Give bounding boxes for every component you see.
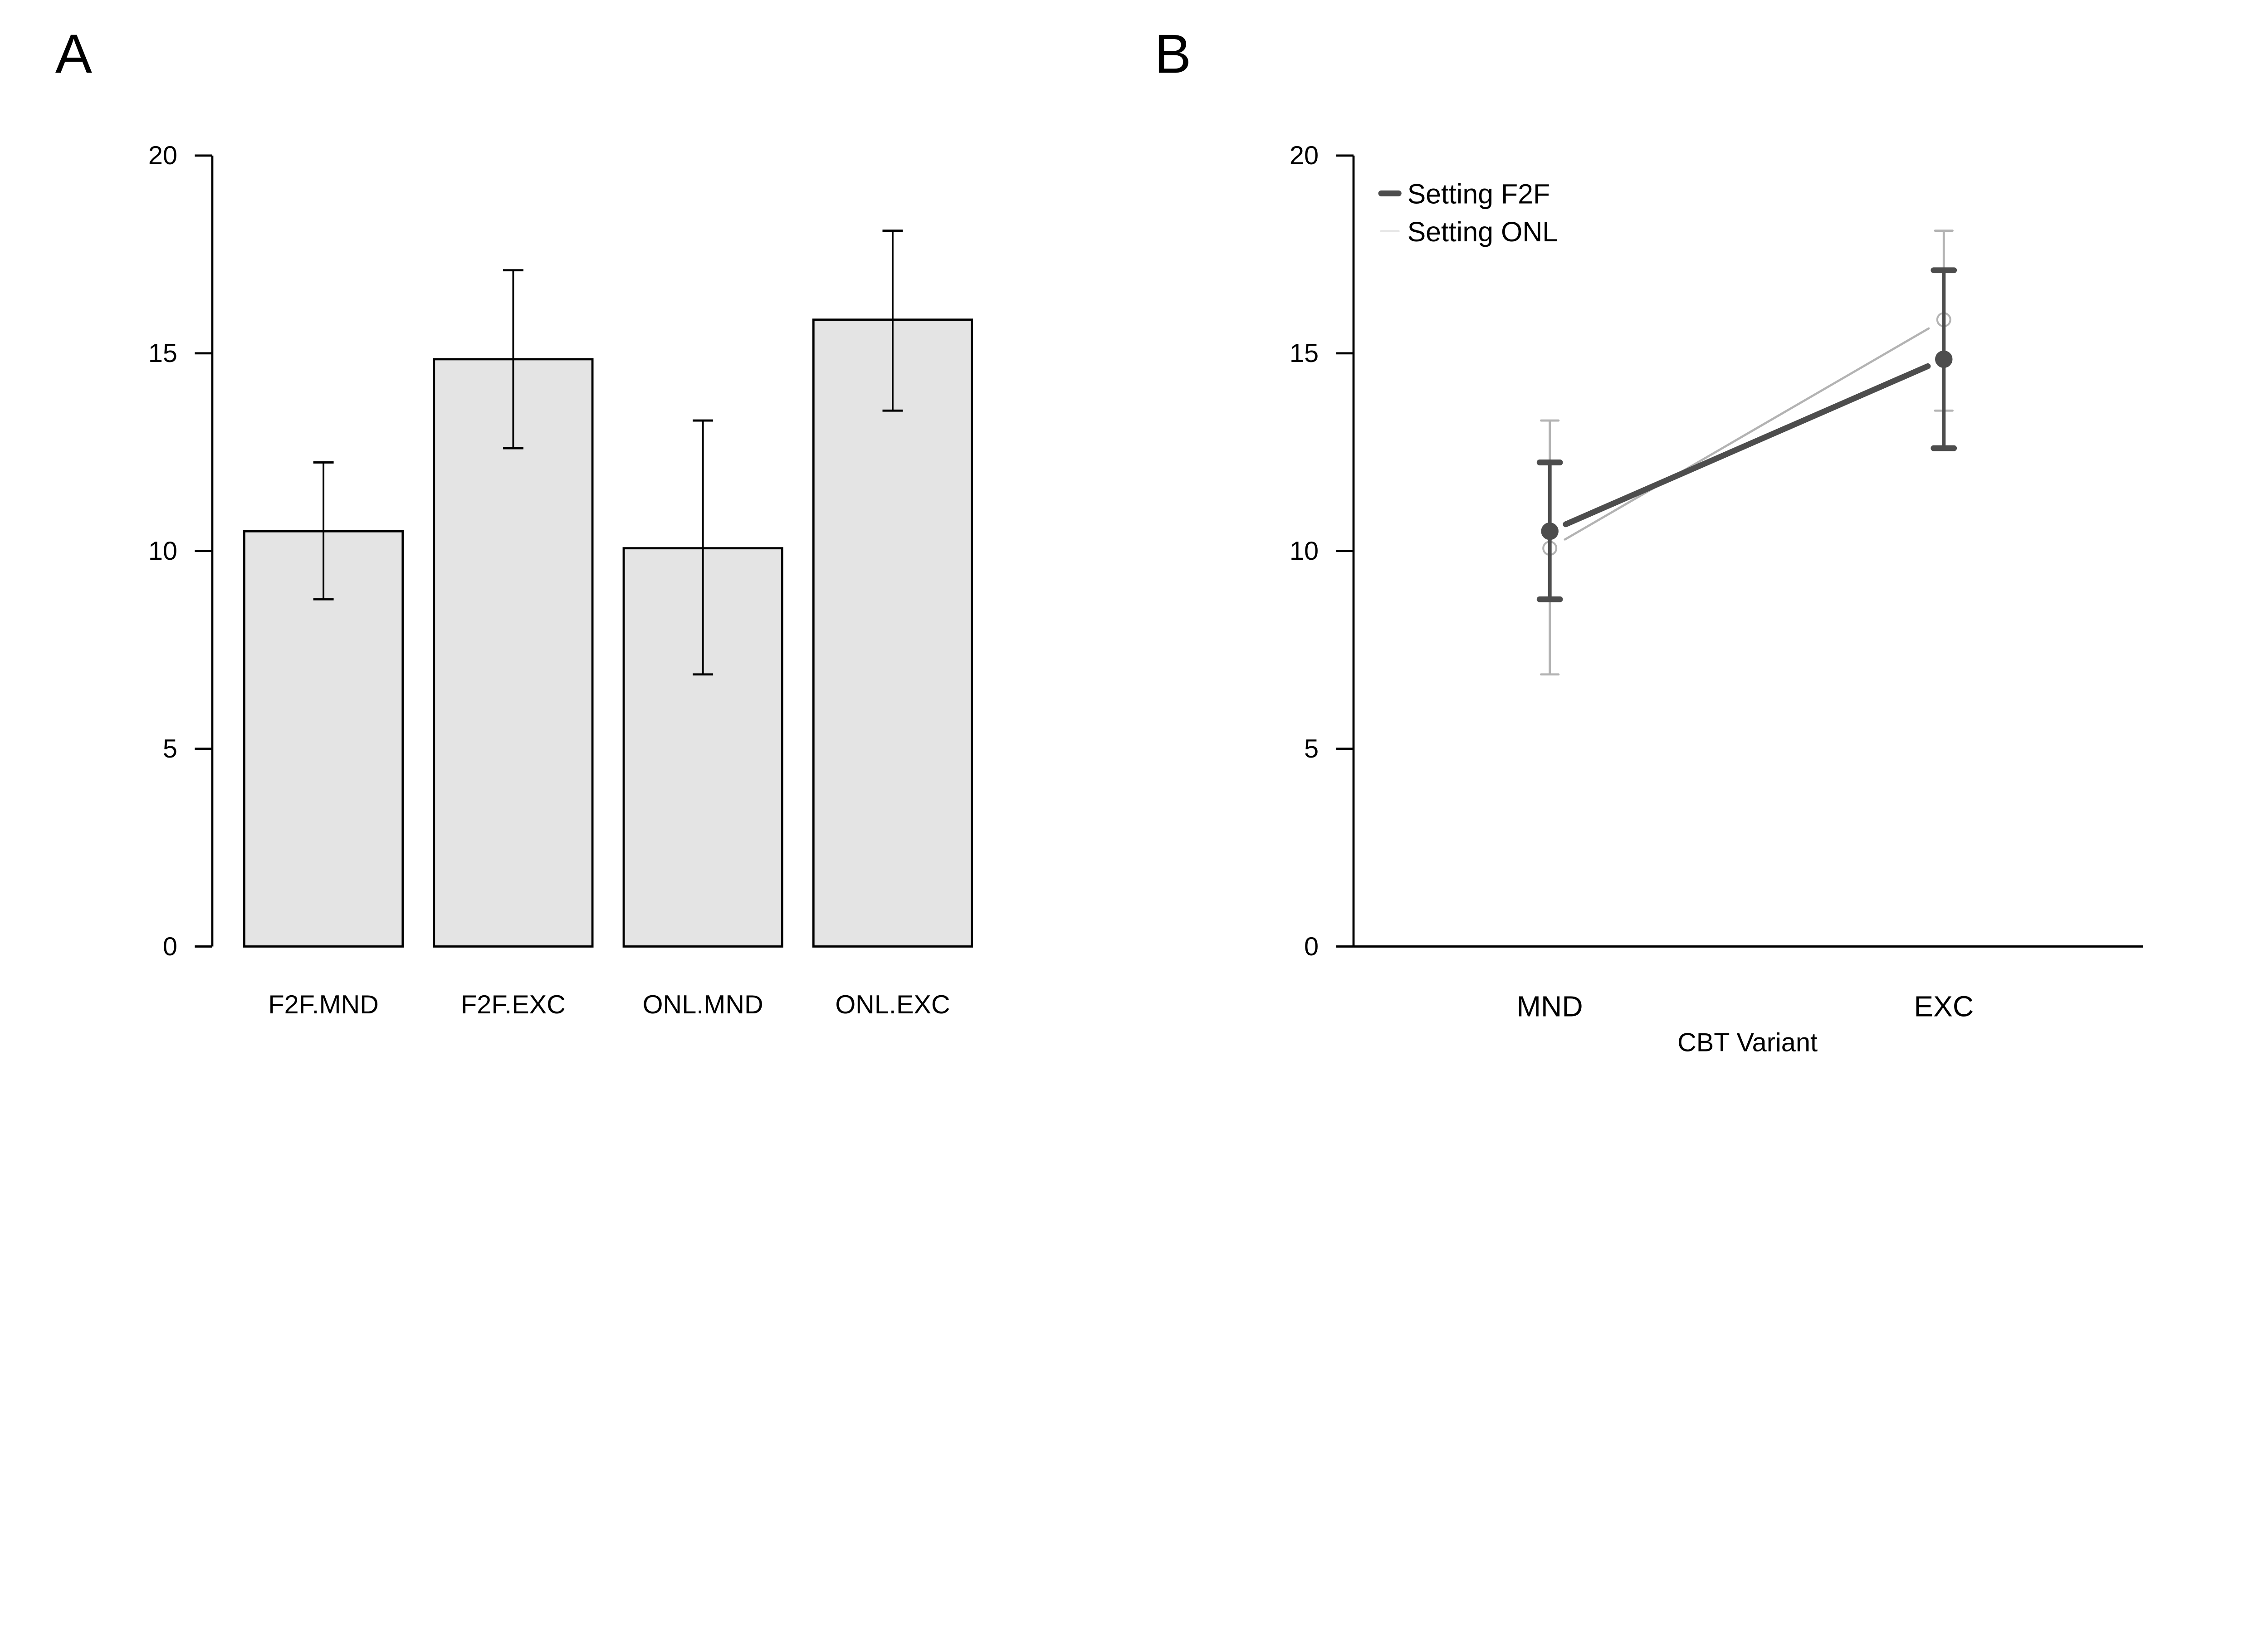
bar	[243, 530, 404, 948]
x-axis-title: CBT Variant	[1677, 1028, 1818, 1057]
legend-label: Setting ONL	[1408, 216, 1558, 247]
x-tick-label: EXC	[1914, 990, 1974, 1022]
y-tick-label: 10	[1290, 537, 1319, 566]
legend-label: Setting F2F	[1408, 179, 1550, 210]
data-point	[1541, 522, 1559, 540]
y-tick-label: 10	[148, 537, 177, 566]
y-tick-label: 5	[163, 734, 177, 763]
x-tick-label: ONL.EXC	[835, 990, 950, 1019]
y-tick-label: 15	[148, 339, 177, 368]
x-tick-label: F2F.MND	[268, 990, 379, 1019]
x-tick-label: ONL.MND	[643, 990, 763, 1019]
x-tick-label: MND	[1517, 990, 1583, 1022]
series-line	[1564, 327, 1930, 541]
figure: A B 0 5 10 15 20 F2F.MND F2F.EXC ONL.MND ONL.EXC…	[55, 23, 2143, 1057]
bar	[812, 318, 973, 948]
series-line	[1563, 363, 1931, 528]
y-tick-label: 0	[1304, 932, 1319, 961]
panel-label-b: B	[1154, 23, 1191, 84]
line-chart-panel: 0 5 10 15 20 MND EXC CBT Variant Setting F2F Sett…	[1290, 141, 2143, 1057]
data-point	[1935, 350, 1953, 368]
y-tick-label: 20	[1290, 141, 1319, 170]
bar	[433, 358, 594, 948]
y-tick-label: 5	[1304, 734, 1319, 763]
panel-label-a: A	[55, 23, 92, 84]
y-tick-label: 20	[148, 141, 177, 170]
x-tick-label: F2F.EXC	[461, 990, 566, 1019]
y-tick-label: 15	[1290, 339, 1319, 368]
bar-chart-panel: 0 5 10 15 20 F2F.MND F2F.EXC ONL.MND ONL.EXC	[148, 141, 973, 1019]
y-tick-label: 0	[163, 932, 177, 961]
